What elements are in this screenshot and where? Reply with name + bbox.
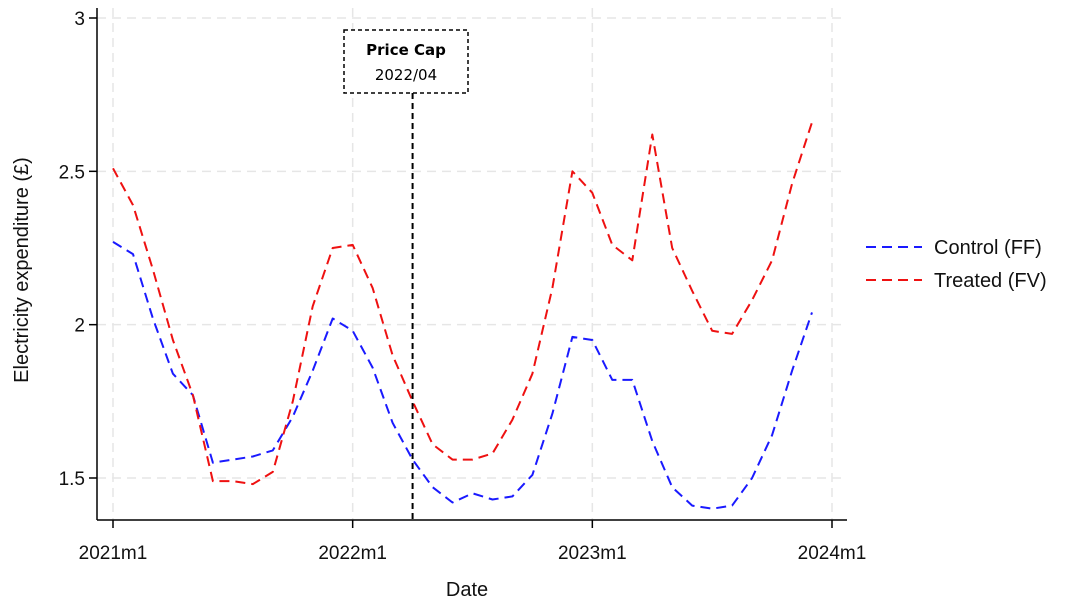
x-tick-label: 2021m1 — [79, 543, 148, 564]
x-tick-label: 2024m1 — [798, 543, 867, 564]
legend-label: Control (FF) — [934, 237, 1042, 259]
legend: Control (FF) Treated (FV) — [866, 237, 1047, 292]
y-tick-label: 2.5 — [59, 162, 85, 183]
y-tick-label: 1.5 — [59, 469, 85, 490]
y-tick-label: 2 — [74, 316, 85, 337]
y-axis-title: Electricity expenditure (£) — [11, 157, 33, 383]
x-tick-label: 2023m1 — [558, 543, 627, 564]
ticks: 2021m1 2022m1 2023m1 2024m1 1.5 2 2.5 3 — [59, 9, 867, 564]
x-axis-title: Date — [446, 579, 488, 601]
series-line-0 — [112, 241, 813, 510]
series — [112, 121, 813, 510]
price-cap-title: Price Cap — [366, 41, 446, 59]
x-tick-label: 2022m1 — [318, 543, 387, 564]
price-cap-date: 2022/04 — [375, 66, 437, 84]
price-cap-box — [343, 29, 469, 94]
y-tick-label: 3 — [74, 9, 85, 30]
legend-label: Treated (FV) — [934, 270, 1047, 292]
grid — [97, 8, 847, 520]
series-line-1 — [112, 121, 813, 486]
axes — [96, 8, 847, 521]
price-cap-annotation: Price Cap 2022/04 — [343, 29, 469, 520]
